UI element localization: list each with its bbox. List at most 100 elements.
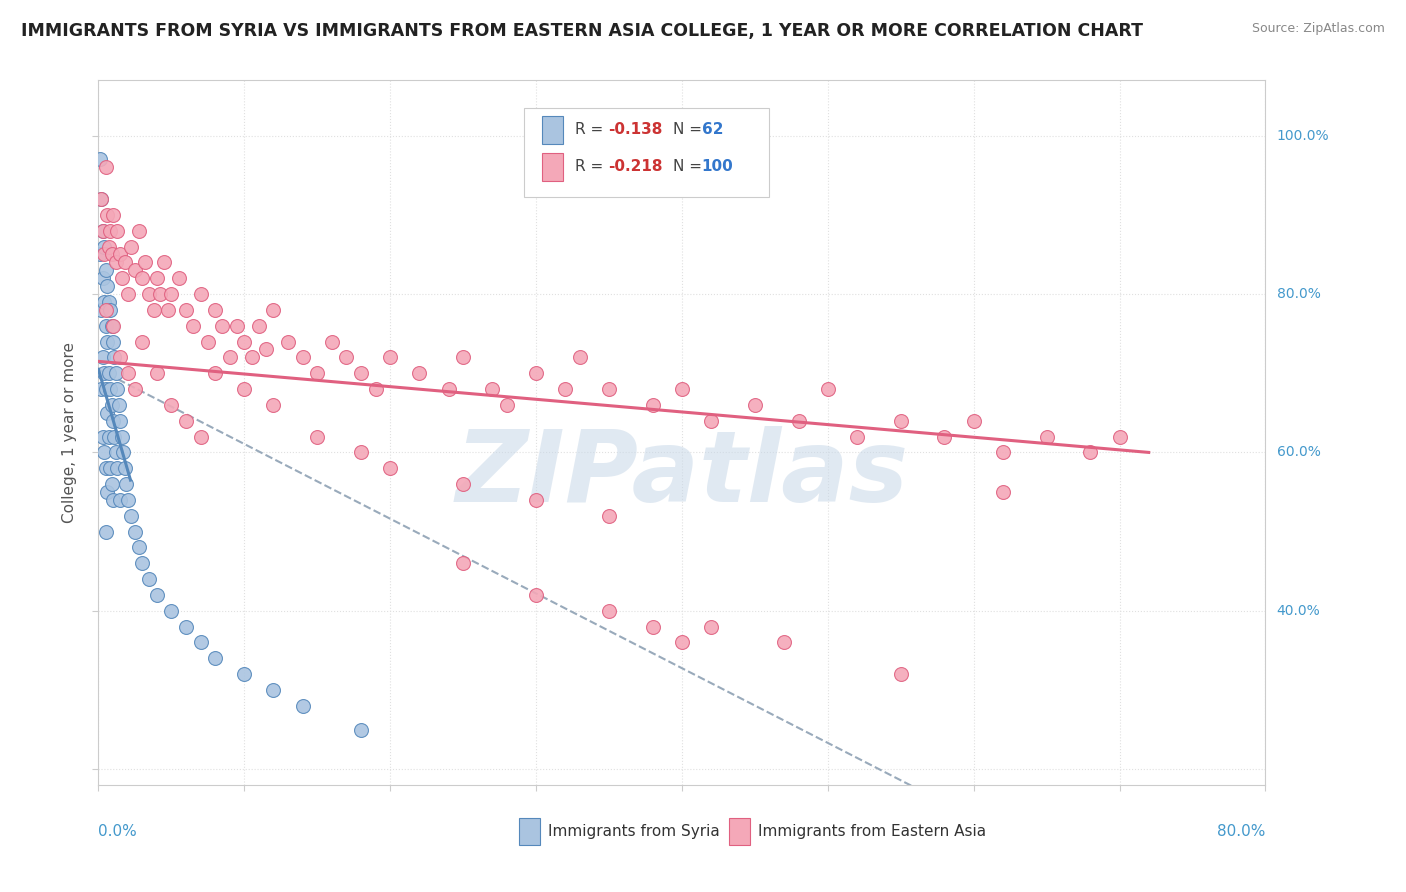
Point [744, 398, 766, 412]
FancyBboxPatch shape [524, 109, 769, 196]
Point [451, 351, 474, 365]
Point [90, 382, 112, 396]
Point [94, 161, 117, 175]
Text: 80.0%: 80.0% [1218, 824, 1265, 838]
Text: IMMIGRANTS FROM SYRIA VS IMMIGRANTS FROM EASTERN ASIA COLLEGE, 1 YEAR OR MORE CO: IMMIGRANTS FROM SYRIA VS IMMIGRANTS FROM… [21, 22, 1143, 40]
Point [380, 461, 402, 475]
Point [226, 318, 249, 333]
Text: -0.218: -0.218 [609, 160, 662, 175]
Point [568, 351, 591, 365]
Text: 100: 100 [702, 160, 734, 175]
Point [277, 334, 299, 349]
Point [91, 351, 114, 365]
Point [91, 224, 114, 238]
Point [94, 524, 117, 539]
Point [100, 247, 122, 261]
Text: Immigrants from Eastern Asia: Immigrants from Eastern Asia [758, 824, 986, 839]
Point [93, 445, 115, 459]
Point [350, 723, 373, 737]
Point [233, 382, 256, 396]
Point [90, 192, 112, 206]
Text: R =: R = [575, 160, 607, 175]
Point [124, 263, 146, 277]
Point [380, 351, 402, 365]
Point [335, 351, 357, 365]
Point [451, 556, 474, 570]
Point [128, 224, 150, 238]
Y-axis label: College, 1 year or more: College, 1 year or more [62, 343, 77, 523]
Text: 80.0%: 80.0% [1277, 287, 1320, 301]
Point [112, 445, 135, 459]
Point [174, 414, 197, 428]
Text: 100.0%: 100.0% [1277, 128, 1329, 143]
Point [97, 366, 120, 380]
Point [93, 247, 115, 261]
Point [291, 351, 314, 365]
Point [817, 382, 839, 396]
Bar [541, 153, 562, 181]
Point [94, 382, 117, 396]
Point [598, 604, 620, 618]
Text: Source: ZipAtlas.com: Source: ZipAtlas.com [1251, 22, 1385, 36]
Text: N =: N = [672, 122, 706, 137]
Point [700, 414, 723, 428]
Point [114, 255, 136, 269]
Point [160, 287, 183, 301]
Point [364, 382, 387, 396]
Point [101, 414, 124, 428]
Point [641, 619, 664, 633]
Point [120, 508, 142, 523]
Point [131, 334, 153, 349]
Point [128, 541, 150, 555]
Point [211, 318, 233, 333]
Point [481, 382, 503, 396]
Point [160, 398, 183, 412]
Point [240, 351, 263, 365]
Point [554, 382, 576, 396]
Point [307, 366, 329, 380]
Point [190, 287, 212, 301]
Point [408, 366, 430, 380]
Text: 0.0%: 0.0% [98, 824, 138, 838]
Point [124, 524, 146, 539]
Point [93, 239, 115, 253]
Point [671, 382, 693, 396]
Point [700, 619, 723, 633]
Text: R =: R = [575, 122, 607, 137]
Point [93, 366, 115, 380]
Point [105, 224, 128, 238]
Point [97, 239, 120, 253]
Point [96, 485, 118, 500]
Point [146, 271, 169, 285]
Point [97, 295, 120, 310]
Point [114, 461, 136, 475]
Point [90, 302, 112, 317]
Point [115, 477, 138, 491]
Text: 60.0%: 60.0% [1277, 445, 1320, 459]
Point [524, 366, 547, 380]
Point [101, 334, 124, 349]
Point [204, 651, 226, 665]
Bar [541, 116, 562, 144]
Point [96, 334, 118, 349]
Point [100, 318, 122, 333]
Point [350, 366, 373, 380]
Point [91, 429, 114, 443]
Text: N =: N = [672, 160, 706, 175]
Point [846, 429, 869, 443]
Point [233, 667, 256, 681]
Point [262, 398, 284, 412]
Text: -0.138: -0.138 [609, 122, 662, 137]
Point [120, 239, 142, 253]
Bar [728, 818, 749, 845]
Point [117, 366, 139, 380]
Point [117, 492, 139, 507]
Point [204, 366, 226, 380]
Point [174, 619, 197, 633]
Text: 62: 62 [702, 122, 723, 137]
Point [96, 279, 118, 293]
Point [146, 588, 169, 602]
Point [197, 334, 219, 349]
Point [160, 604, 183, 618]
Point [96, 208, 118, 222]
